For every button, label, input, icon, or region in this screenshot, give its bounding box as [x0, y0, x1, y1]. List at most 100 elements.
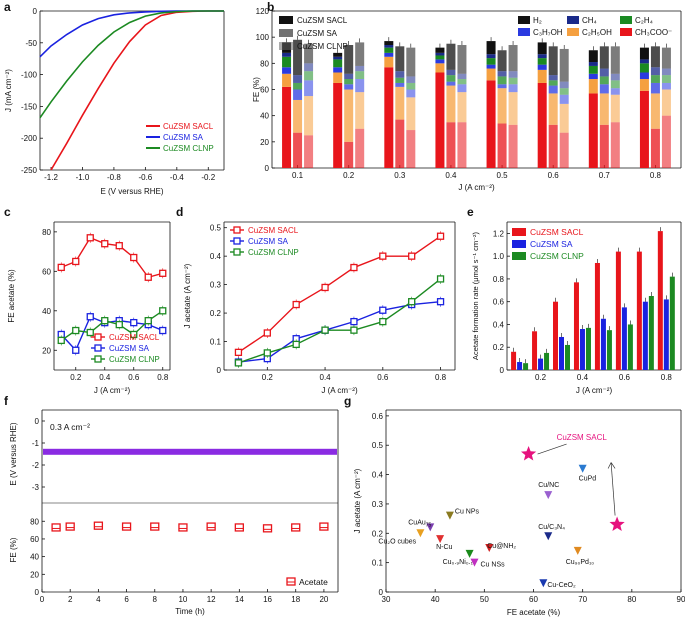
data-point [206, 522, 216, 531]
stacked-bar-segment [650, 128, 660, 168]
legend-entry: CuZSM SACL [530, 227, 584, 237]
x-tick-label: 16 [263, 595, 272, 604]
stacked-bar-segment [355, 65, 365, 72]
y-tick-label: 0 [35, 588, 40, 597]
y-tick-label: 0.2 [210, 309, 222, 318]
legend-entry: Acetate [299, 577, 328, 587]
stacked-bar-segment [457, 73, 467, 80]
stacked-bar-segment [435, 52, 445, 56]
legend-entry: CH₃COO⁻ [635, 28, 672, 37]
legend-entry: CuZSM SACL [109, 333, 160, 342]
panel-label: e [467, 205, 474, 219]
stacked-bar-segment [446, 69, 456, 76]
x-tick-label: 12 [207, 595, 216, 604]
data-point [321, 326, 329, 334]
y-tick-label: -50 [25, 39, 37, 48]
y-tick-label: 0.3 [372, 500, 384, 509]
data-point [130, 253, 138, 262]
y-axis-label: J (mA cm⁻²) [4, 69, 13, 112]
arrow-head [610, 462, 616, 469]
data-point [436, 535, 445, 544]
legend-entry: C₃H₇OH [533, 28, 563, 37]
legend-swatch [512, 252, 526, 260]
data-point [292, 300, 300, 309]
data-point [470, 558, 479, 567]
bar [600, 318, 606, 370]
data-point [159, 307, 167, 315]
stacked-bar-segment [344, 73, 354, 80]
data-point [57, 263, 65, 272]
data-point [408, 252, 416, 260]
stacked-bar-segment [344, 84, 354, 90]
y-tick-label: 0 [500, 366, 505, 375]
stacked-bar-segment [537, 64, 547, 70]
stacked-bar-segment [304, 71, 314, 81]
legend-entry: CH₄ [582, 16, 597, 25]
x-tick-label: 0.8 [435, 373, 447, 382]
data-point [101, 317, 109, 325]
y-tick-label: 100 [256, 33, 270, 42]
x-tick-label: 50 [480, 595, 489, 604]
stacked-bar-segment [661, 115, 671, 168]
potential-trace [43, 448, 337, 455]
series-line-2 [39, 10, 224, 119]
stacked-bar-segment [355, 79, 365, 93]
bar [559, 336, 565, 370]
data-point [233, 226, 241, 234]
stacked-bar-segment [559, 81, 569, 89]
x-tick-label: 0.1 [292, 171, 304, 180]
y-axis-label: FE (%) [252, 77, 261, 102]
arrow-head [607, 462, 612, 469]
stacked-bar-segment [497, 76, 507, 85]
x-tick-label: 0.6 [619, 373, 631, 382]
data-point [51, 523, 61, 532]
stacked-bar-segment [344, 45, 354, 74]
point-label: Cu₀.₉Ni₀.₁ [443, 559, 474, 566]
data-point [72, 257, 80, 266]
stacked-bar-segment [508, 124, 518, 168]
x-tick-label: 20 [319, 595, 328, 604]
legend-swatch [279, 42, 293, 50]
y-tick-label: 60 [30, 535, 39, 544]
data-point [86, 313, 94, 321]
stacked-bar-segment [333, 59, 343, 68]
stacked-bar-segment [610, 122, 620, 168]
stacked-bar-segment [406, 47, 416, 77]
data-point [379, 252, 387, 260]
data-point [94, 344, 102, 352]
bar [636, 251, 642, 370]
x-tick-label: 8 [153, 595, 158, 604]
stacked-bar-segment [508, 77, 518, 85]
x-tick-label: 0 [40, 595, 45, 604]
y-tick-label: 120 [256, 7, 270, 16]
stacked-bar-segment [355, 92, 365, 129]
y-tick-label: 0 [35, 417, 40, 426]
stacked-bar-segment [486, 68, 496, 81]
x-tick-label: 0.4 [320, 373, 332, 382]
legend-entry: CuZSM CLNP [248, 248, 299, 257]
bar [523, 363, 529, 370]
legend-swatch [512, 240, 526, 248]
stacked-bar-segment [588, 93, 598, 168]
data-point [573, 546, 582, 555]
stacked-bar-segment [497, 123, 507, 168]
stacked-bar-segment [650, 67, 660, 76]
legend-entry: CuZSM SA [297, 29, 338, 38]
data-point [234, 523, 244, 532]
y-tick-label: 20 [42, 346, 51, 355]
y-tick-label: 80 [30, 517, 39, 526]
y-tick-label: -2 [32, 461, 40, 470]
stacked-bar-segment [435, 63, 445, 73]
arrow-line [610, 462, 616, 516]
legend-entry: CuZSM SACL [248, 226, 299, 235]
data-point [159, 269, 167, 277]
stacked-bar-segment [508, 45, 518, 72]
bar [585, 327, 591, 370]
data-point [72, 346, 80, 354]
x-tick-label: 80 [627, 595, 636, 604]
stacked-bar-segment [406, 130, 416, 168]
stacked-bar-segment [508, 92, 518, 125]
x-tick-label: 14 [235, 595, 244, 604]
stacked-bar-segment [661, 68, 671, 76]
data-point [485, 543, 494, 552]
